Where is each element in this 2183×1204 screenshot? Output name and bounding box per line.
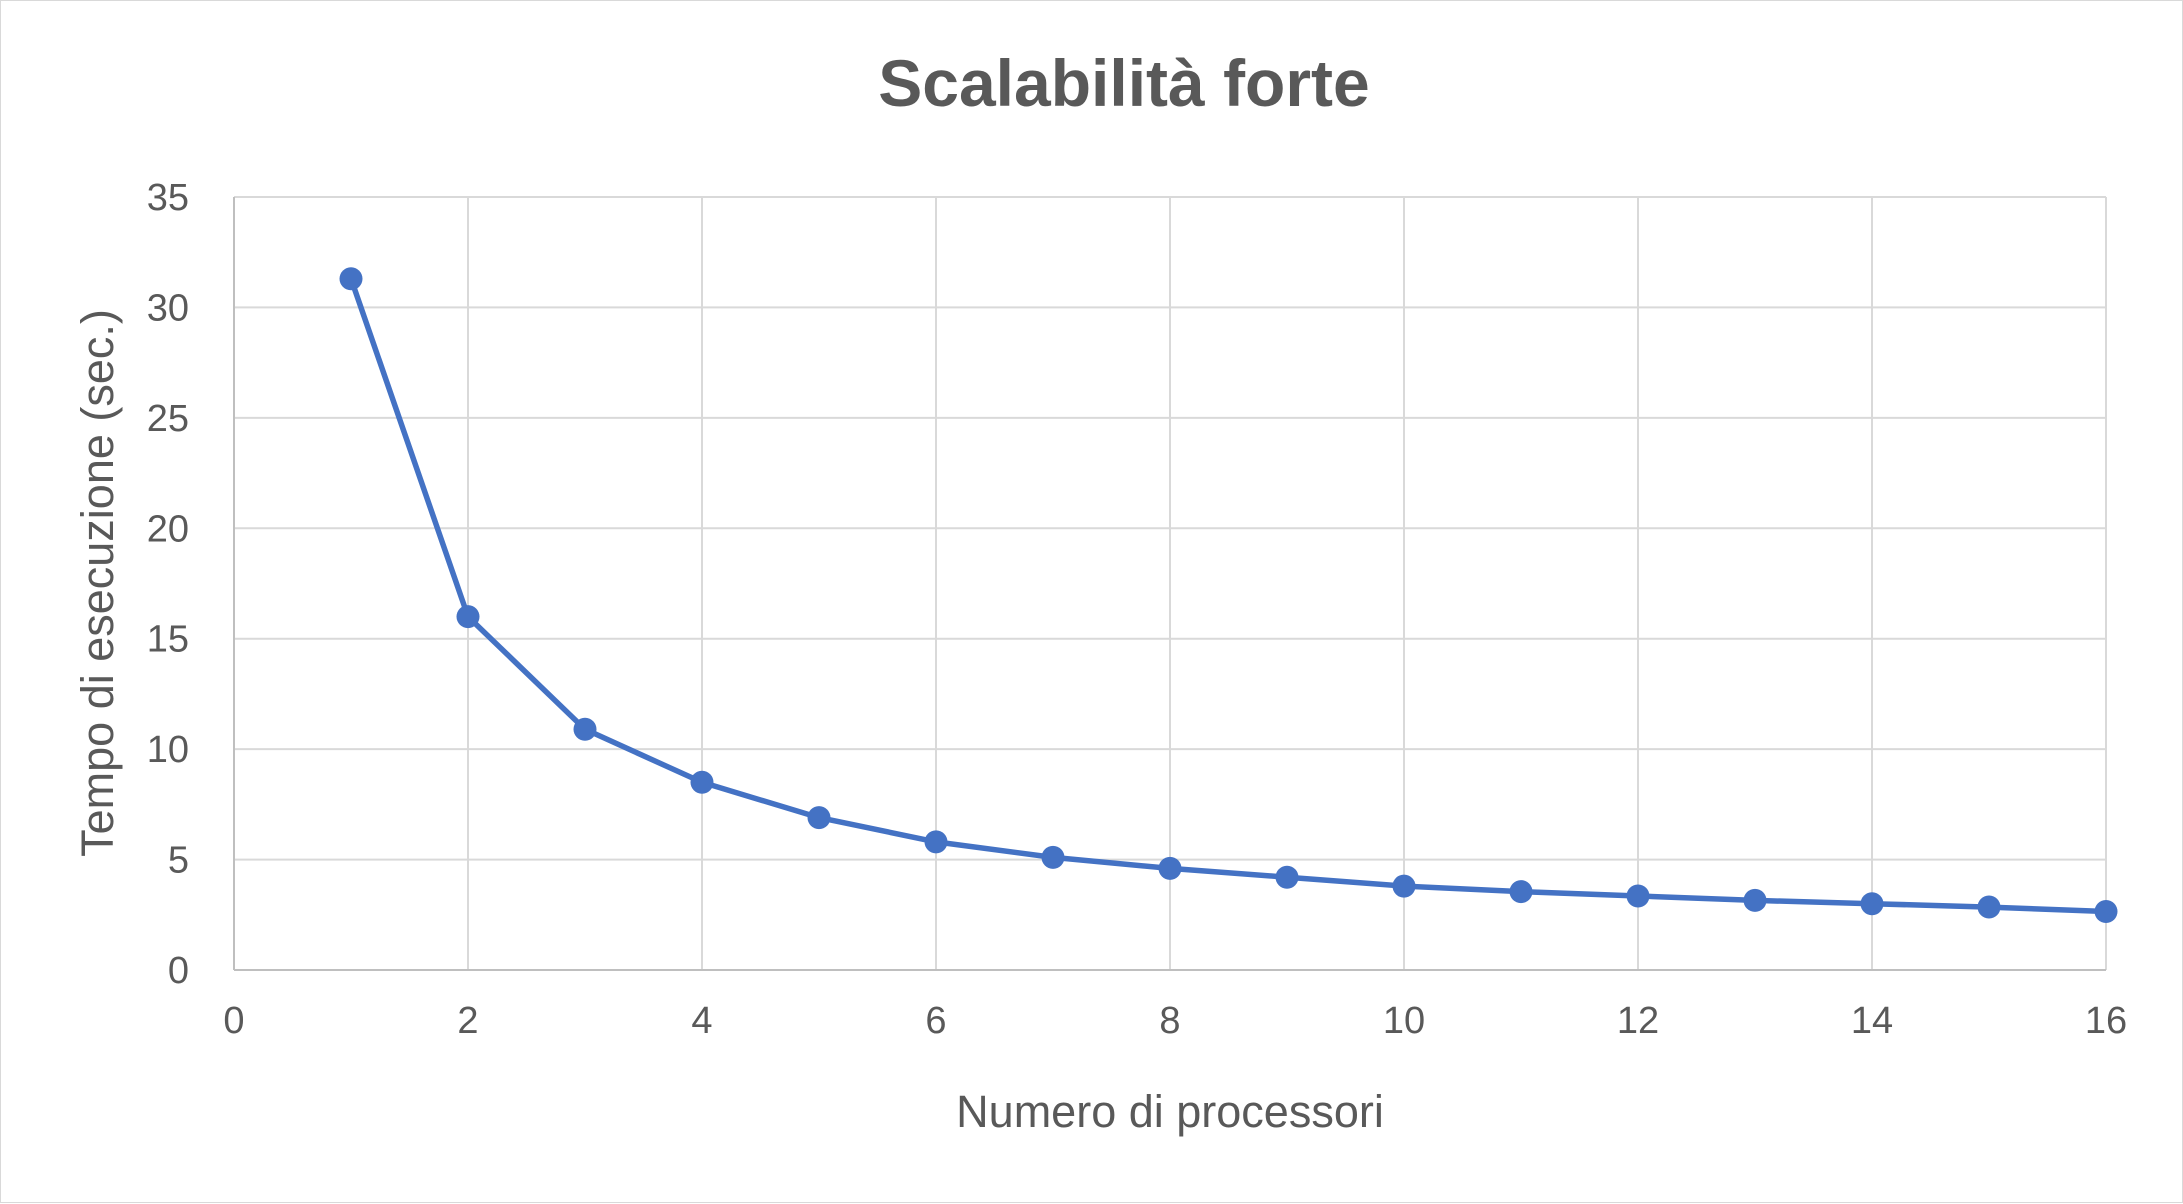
y-tick-label-5: 5	[168, 840, 189, 882]
x-tick-label-4: 4	[691, 1000, 712, 1042]
data-point-15	[1977, 895, 2001, 919]
data-point-2	[456, 605, 480, 629]
x-tick-label-14: 14	[1851, 1000, 1893, 1042]
axes	[233, 197, 2106, 971]
y-tick-label-35: 35	[147, 177, 189, 219]
y-tick-label-0: 0	[168, 950, 189, 992]
y-tick-label-10: 10	[147, 729, 189, 771]
y-axis-title: Tempo di esecuzione (sec.)	[72, 309, 123, 857]
data-point-1	[339, 267, 363, 291]
data-point-3	[573, 717, 597, 741]
data-series	[339, 267, 2118, 923]
x-tick-label-0: 0	[223, 1000, 244, 1042]
y-tick-label-25: 25	[147, 398, 189, 440]
chart-title: Scalabilità forte	[878, 46, 1370, 120]
y-tick-label-15: 15	[147, 619, 189, 661]
data-point-11	[1509, 880, 1533, 904]
data-point-8	[1158, 856, 1182, 880]
data-point-14	[1860, 892, 1884, 916]
x-tick-label-6: 6	[925, 1000, 946, 1042]
x-tick-label-2: 2	[457, 1000, 478, 1042]
data-point-12	[1626, 884, 1650, 908]
x-tick-label-16: 16	[2085, 1000, 2127, 1042]
data-point-16	[2094, 899, 2118, 923]
x-axis-title: Numero di processori	[956, 1086, 1384, 1137]
y-tick-label-20: 20	[147, 508, 189, 550]
data-point-6	[924, 830, 948, 854]
x-tick-label-10: 10	[1383, 1000, 1425, 1042]
data-point-5	[807, 806, 831, 830]
series-line-0	[348, 275, 2109, 915]
x-tick-label-8: 8	[1159, 1000, 1180, 1042]
y-tick-label-30: 30	[147, 287, 189, 329]
data-point-7	[1041, 845, 1065, 869]
x-tick-label-12: 12	[1617, 1000, 1659, 1042]
gridlines	[234, 196, 2107, 970]
data-point-10	[1392, 874, 1416, 898]
data-point-4	[690, 770, 714, 794]
data-point-9	[1275, 865, 1299, 889]
data-point-13	[1743, 888, 1767, 912]
tick-labels: 0 5 10 15 20 25 30 35 0 2 4 6 8 10 12 14 16	[147, 177, 2127, 1042]
